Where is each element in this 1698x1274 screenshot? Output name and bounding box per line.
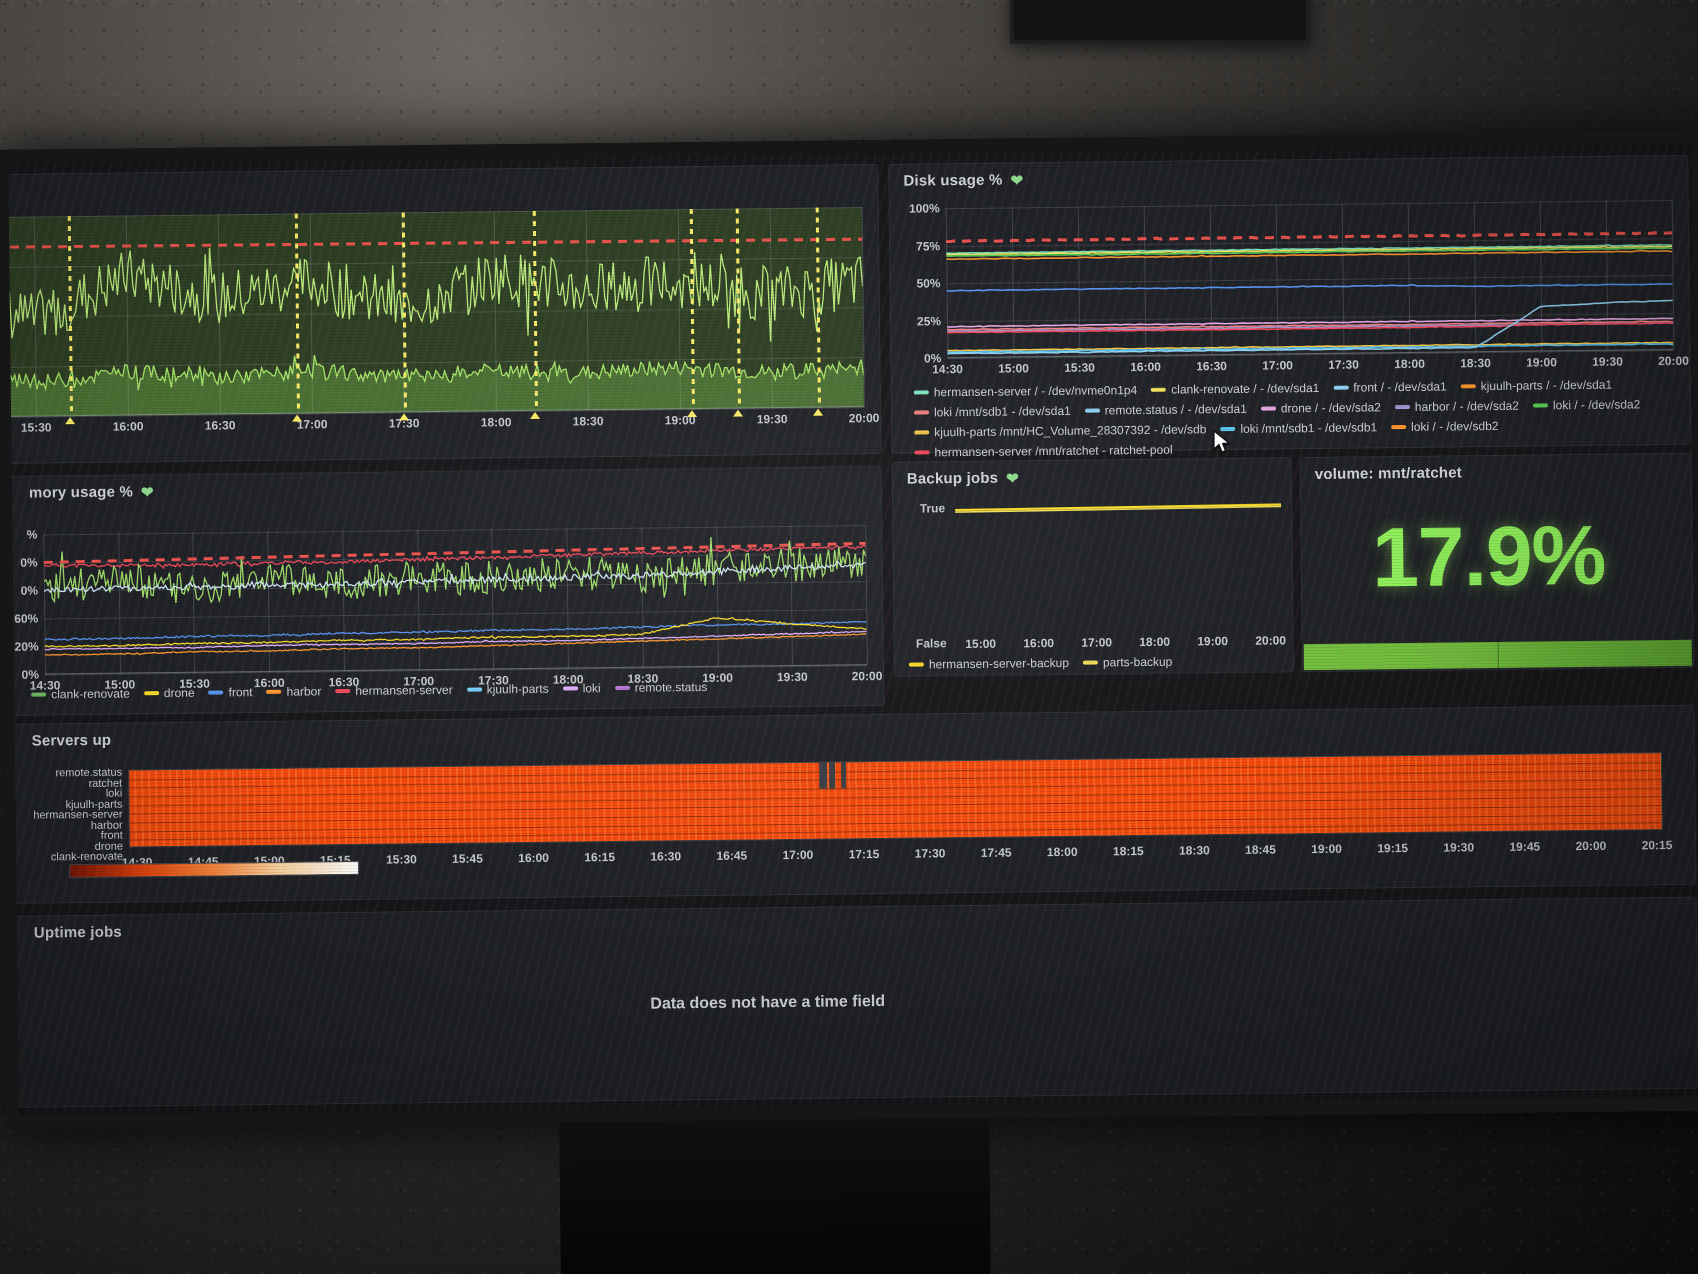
cpu-plot: 14:3015:0015:3016:0016:3017:0017:3018:00… xyxy=(8,207,880,435)
panel-disk-usage[interactable]: Disk usage % ❤ 100% 75% 50% 25% 0% 14:30 15:00… xyxy=(888,154,1692,459)
panel-memory-usage[interactable]: mory usage % ❤ % 0% 0% 60% 20% 0% 14:30 15:00 15… xyxy=(8,465,885,718)
panel-cpu-usage[interactable]: CPU usage❤ 14:3015:0015:3016:0016:3017:0… xyxy=(8,163,882,466)
disk-plot: 100% 75% 50% 25% 0% 14:30 15:00 15:30 16:00 16:3… xyxy=(909,199,1689,376)
backup-plot: True False 15:00 16:00 17:00 18:00 19:00 20:00 xyxy=(916,500,1286,651)
grafana-dashboard: CPU usage❤ 14:3015:0015:3016:0016:3017:0… xyxy=(8,144,1698,1116)
cpu-series xyxy=(8,237,864,419)
panel-backup-jobs[interactable]: Backup jobs ❤ True False 15:00 16:00 17:00 18… xyxy=(891,457,1295,677)
backup-series xyxy=(955,503,1282,513)
memory-plot: % 0% 0% 60% 20% 0% 14:30 15:00 15:30 16:00 16:30 1… xyxy=(14,525,882,693)
monitor: CPU usage❤ 14:3015:0015:3016:0016:3017:0… xyxy=(0,130,1698,1130)
monitor-bezel xyxy=(0,130,1698,1130)
wall-picture-frame xyxy=(1010,0,1310,44)
disk-series xyxy=(946,231,1674,355)
monitor-stand xyxy=(559,1117,991,1274)
memory-series xyxy=(43,537,867,656)
